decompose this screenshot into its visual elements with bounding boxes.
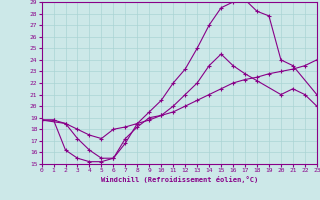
X-axis label: Windchill (Refroidissement éolien,°C): Windchill (Refroidissement éolien,°C) [100,176,258,183]
